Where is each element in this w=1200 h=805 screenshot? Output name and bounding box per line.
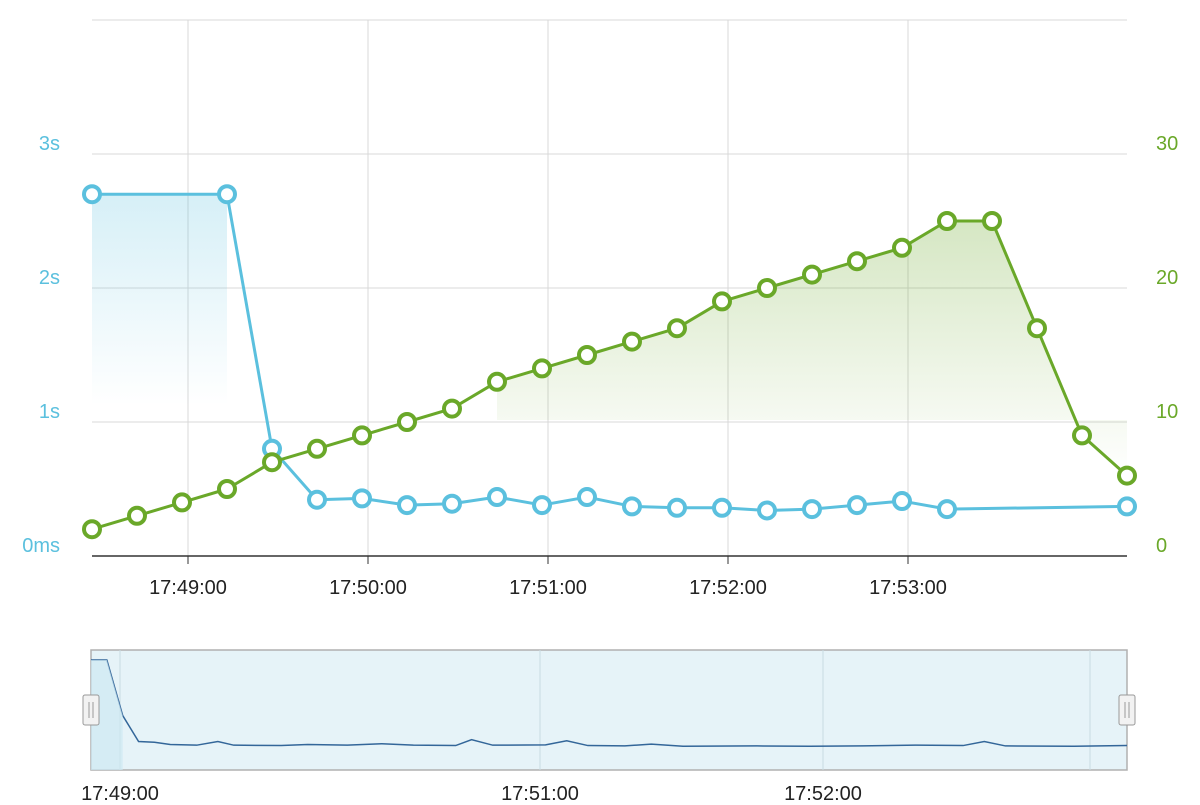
data-point[interactable]: [352, 425, 372, 446]
data-point[interactable]: [82, 184, 102, 205]
data-point[interactable]: [1117, 465, 1137, 486]
data-point[interactable]: [667, 318, 687, 339]
data-point[interactable]: [667, 497, 687, 518]
data-point[interactable]: [262, 452, 282, 473]
data-point[interactable]: [937, 211, 957, 231]
data-point[interactable]: [307, 489, 327, 510]
data-point[interactable]: [217, 479, 237, 499]
y-left-tick-label: 1s: [39, 401, 60, 423]
data-point[interactable]: [442, 493, 462, 514]
handle-grip[interactable]: [1118, 694, 1136, 726]
x-tick-label: 17:50:00: [329, 577, 407, 599]
navigator-area: [91, 660, 123, 770]
data-point[interactable]: [487, 371, 507, 392]
data-point[interactable]: [1072, 425, 1092, 446]
x-tick-label: 17:53:00: [869, 577, 947, 599]
data-point[interactable]: [622, 331, 642, 352]
navigator-tick-label: 17:52:00: [784, 783, 862, 800]
data-point[interactable]: [802, 499, 822, 520]
data-point[interactable]: [82, 519, 102, 540]
y-right-tick-label: 20: [1156, 267, 1178, 289]
y-right-tick-label: 0: [1156, 535, 1167, 557]
data-point[interactable]: [622, 496, 642, 517]
data-point[interactable]: [712, 497, 732, 518]
y-left-tick-label: 2s: [39, 267, 60, 289]
y-right-tick-label: 10: [1156, 401, 1178, 423]
data-point[interactable]: [1117, 496, 1137, 517]
data-point[interactable]: [802, 264, 822, 285]
data-point[interactable]: [532, 495, 552, 516]
navigator-tick-label: 17:49:00: [81, 783, 159, 800]
data-point[interactable]: [307, 438, 327, 459]
data-point[interactable]: [127, 505, 147, 526]
data-point[interactable]: [442, 398, 462, 419]
data-point[interactable]: [172, 492, 192, 513]
data-point[interactable]: [1027, 318, 1047, 339]
navigator-series-line: [91, 659, 1128, 748]
navigator-tick-label: 17:51:00: [501, 783, 579, 800]
y-left-tick-label: 3s: [39, 133, 60, 155]
data-point[interactable]: [577, 345, 597, 365]
navigator-right-handle[interactable]: [1118, 694, 1136, 726]
x-tick-label: 17:49:00: [149, 577, 227, 599]
handle-grip[interactable]: [82, 694, 100, 726]
data-point[interactable]: [577, 487, 597, 508]
data-point[interactable]: [847, 495, 867, 516]
data-point[interactable]: [892, 237, 912, 258]
data-point[interactable]: [757, 500, 777, 521]
data-point[interactable]: [397, 495, 417, 516]
area-fills: [92, 194, 1127, 476]
data-point[interactable]: [217, 184, 237, 205]
series-points: [82, 184, 1137, 540]
navigator-window[interactable]: [90, 649, 1128, 771]
axes: 17:49:00 17:50:00 17:51:00 17:52:00 17:53:00…: [22, 133, 1178, 599]
data-point[interactable]: [397, 412, 417, 432]
data-point[interactable]: [352, 488, 372, 509]
data-point[interactable]: [532, 358, 552, 379]
data-point[interactable]: [892, 491, 912, 512]
data-point[interactable]: [937, 499, 957, 520]
area-fill-count: [497, 221, 1127, 476]
y-left-tick-label: 0ms: [22, 535, 60, 557]
area-fill-response-time: [92, 194, 227, 405]
data-point[interactable]: [847, 251, 867, 272]
x-tick-label: 17:51:00: [509, 577, 587, 599]
y-right-tick-label: 30: [1156, 133, 1178, 155]
x-tick-label: 17:52:00: [689, 577, 767, 599]
data-point[interactable]: [712, 291, 732, 312]
data-point[interactable]: [757, 278, 777, 298]
data-point[interactable]: [982, 211, 1002, 231]
data-point[interactable]: [487, 487, 507, 508]
navigator[interactable]: 17:49:00 17:51:00 17:52:00: [81, 649, 1136, 805]
navigator-left-handle[interactable]: [82, 694, 100, 726]
